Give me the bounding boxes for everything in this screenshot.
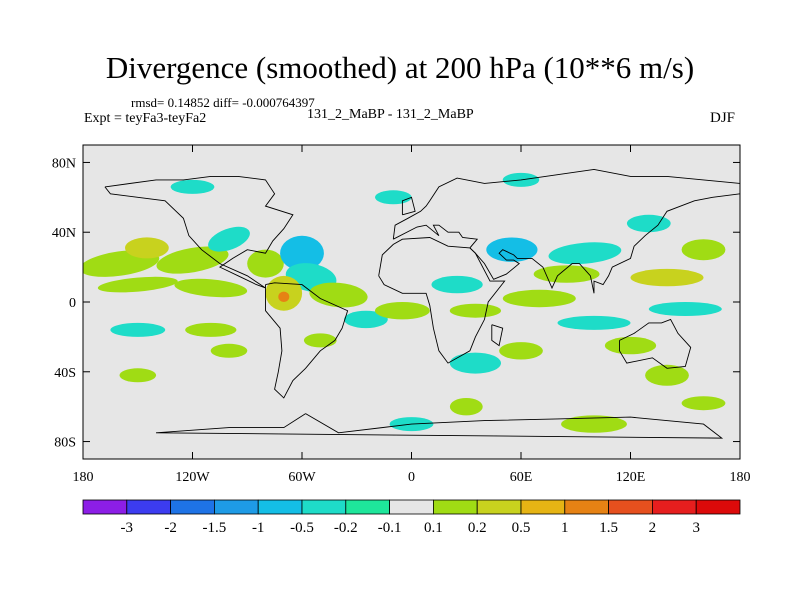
colorbar-swatch-12 [608, 499, 653, 515]
field-blob-17 [344, 310, 388, 329]
colorbar: -3 -2 -1.5 -1 -0.5 -0.2 -0.1 0.1 0.2 0.5 1 1.5 2 3 [82, 499, 741, 536]
y-tick-label-4: 80S [54, 436, 76, 451]
field-blob-21 [486, 237, 538, 262]
colorbar-swatch-10 [520, 499, 566, 515]
experiment-label: Expt = teyFa3-teyFa2 [84, 111, 207, 126]
colorbar-label-2: -1.5 [203, 520, 227, 536]
field-blob-39 [449, 352, 501, 374]
colorbar-swatch-6 [345, 499, 390, 515]
field-blob-11 [174, 278, 248, 298]
field-blob-31 [449, 398, 483, 416]
coastline-0 [104, 175, 294, 289]
y-tick-label-3: 40S [54, 366, 76, 381]
colorbar-swatch-1 [126, 499, 172, 515]
field-blob-1 [124, 237, 169, 259]
colorbar-swatch-0 [82, 499, 128, 515]
field-blob-3 [208, 226, 250, 252]
colorbar-label-11: 1.5 [599, 520, 618, 536]
field-blob-34 [626, 214, 671, 233]
field-blob-20 [431, 275, 483, 294]
x-tick-label-4: 60E [510, 470, 533, 485]
x-tick-label-5: 120E [616, 470, 646, 485]
chart-title: Divergence (smoothed) at 200 hPa (10**6 … [105, 50, 695, 85]
field-blob-19 [449, 303, 501, 318]
case-label: 131_2_MaBP - 131_2_MaBP [307, 107, 474, 122]
coastline-3 [392, 168, 740, 240]
field-blob-15 [210, 343, 248, 358]
field-blob-25 [630, 268, 704, 287]
colorbar-label-5: -0.2 [334, 520, 358, 536]
field-blob-12 [110, 322, 166, 337]
colorbar-swatch-11 [564, 499, 609, 515]
coastline-2 [378, 237, 506, 364]
colorbar-swatch-5 [301, 499, 347, 515]
x-tick-label-3: 0 [408, 470, 415, 485]
coastline-1 [265, 282, 349, 399]
x-tick-label-2: 60W [288, 470, 316, 485]
field-blob-30 [499, 342, 543, 360]
field-blob-37 [170, 179, 215, 194]
field-blob-26 [648, 302, 722, 316]
colorbar-label-7: 0.1 [424, 520, 443, 536]
coastline-6 [155, 413, 724, 439]
field-blob-16 [303, 333, 337, 348]
x-tick-label-6: 180 [730, 470, 751, 485]
field-blob-5 [280, 235, 324, 271]
field-blob-4 [247, 249, 284, 278]
field-blob-27 [557, 315, 631, 330]
y-tick-label-1: 40N [52, 226, 76, 241]
coastline-7 [401, 196, 416, 216]
colorbar-label-9: 0.5 [512, 520, 531, 536]
colorbar-swatch-8 [432, 499, 478, 515]
season-label: DJF [710, 110, 736, 126]
colorbar-swatch-4 [257, 499, 303, 515]
colorbar-swatch-7 [389, 499, 434, 515]
field-blob-22 [548, 242, 622, 265]
colorbar-swatch-2 [170, 499, 215, 515]
colorbar-label-4: -0.5 [290, 520, 314, 536]
colorbar-label-8: 0.2 [468, 520, 487, 536]
field-blob-7 [309, 282, 368, 308]
field-blob-13 [185, 322, 237, 337]
colorbar-swatch-9 [476, 499, 522, 515]
field-blob-14 [119, 368, 157, 383]
coastline-8 [491, 324, 504, 347]
colorbar-label-0: -3 [121, 520, 134, 536]
field-blob-18 [375, 302, 430, 320]
y-tick-label-2: 0 [69, 296, 76, 311]
coastline-4 [393, 193, 740, 294]
colorbar-label-3: -1 [252, 520, 265, 536]
colorbar-label-1: -2 [164, 520, 177, 536]
coastline-5 [619, 318, 692, 369]
field-blob-35 [681, 239, 726, 261]
field-blob-2 [156, 246, 229, 274]
colorbar-label-6: -0.1 [378, 520, 402, 536]
colorbar-swatch-14 [695, 499, 741, 515]
x-tick-label-1: 120W [175, 470, 210, 485]
field-blob-24 [502, 289, 576, 308]
field-layer [83, 172, 726, 433]
field-blob-32 [561, 415, 627, 433]
colorbar-label-10: 1 [561, 520, 569, 536]
field-blob-9 [278, 291, 290, 302]
field-blob-40 [681, 396, 726, 411]
field-blob-23 [533, 265, 600, 283]
axis-layer: 180 120W 60W 0 60E 120E 180 80N 40N 0 40S 80S [52, 145, 751, 485]
field-blob-29 [645, 364, 689, 386]
x-tick-label-0: 180 [73, 470, 94, 485]
coastline-layer [104, 168, 740, 439]
field-blob-28 [604, 336, 657, 355]
colorbar-swatch-13 [652, 499, 697, 515]
stats-line: rmsd= 0.14852 diff= -0.000764397 [131, 95, 315, 110]
field-blob-38 [375, 190, 412, 205]
field-blob-10 [97, 276, 178, 293]
colorbar-label-13: 3 [692, 520, 700, 536]
colorbar-swatch-3 [213, 499, 259, 515]
colorbar-label-12: 2 [649, 520, 657, 536]
y-tick-label-0: 80N [52, 156, 76, 171]
